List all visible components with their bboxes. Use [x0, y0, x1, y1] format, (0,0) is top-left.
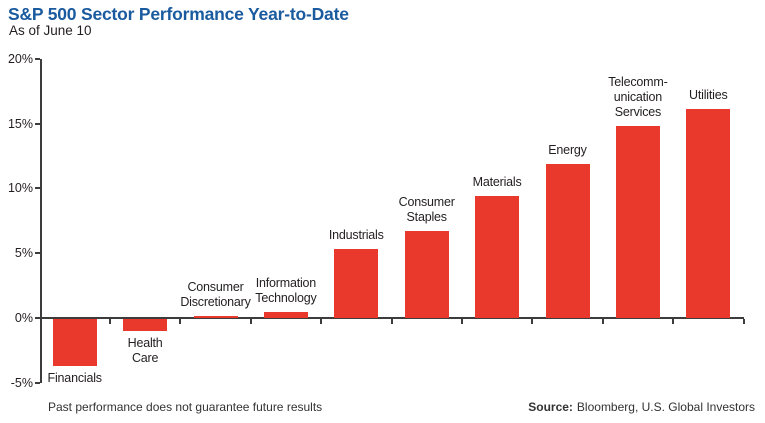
bar-energy — [545, 163, 590, 318]
bar-label-consumer-discretionary: Consumer Discretionary — [180, 280, 251, 310]
bar-utilities — [686, 109, 731, 318]
y-tick-label: 10% — [7, 181, 33, 196]
x-axis-tick — [601, 319, 604, 324]
bar-label-telecommunication-services: Telecomm-unication Services — [608, 75, 668, 120]
y-axis-tick — [34, 252, 40, 255]
bar-information-technology — [263, 311, 308, 318]
y-axis-tick — [34, 57, 40, 60]
bar-label-information-technology: Information Technology — [255, 275, 317, 305]
bar-label-utilities: Utilities — [689, 88, 728, 103]
y-axis-tick — [34, 381, 40, 384]
x-axis-tick — [179, 319, 182, 324]
y-tick-label: 15% — [7, 116, 33, 131]
bar-label-health-care: Health Care — [127, 335, 163, 365]
bar-label-materials: Materials — [472, 175, 522, 190]
y-tick-label: 0% — [14, 311, 33, 325]
y-axis-tick — [34, 122, 40, 125]
bar-health-care — [123, 319, 168, 331]
x-axis-tick — [672, 319, 675, 324]
bar-telecommunication-services — [615, 126, 660, 318]
x-axis-tick — [390, 319, 393, 324]
x-axis-tick — [742, 319, 745, 324]
source-label: Source: — [528, 400, 573, 414]
bar-materials — [475, 196, 520, 318]
x-axis-tick — [320, 319, 323, 324]
x-axis-line — [39, 317, 744, 319]
bar-industrials — [334, 249, 379, 318]
y-tick-label: -5% — [10, 375, 33, 390]
bar-label-energy: Energy — [548, 142, 587, 157]
y-axis-line — [39, 59, 42, 383]
y-tick-label: 5% — [14, 246, 33, 261]
bar-label-consumer-staples: Consumer Staples — [398, 195, 455, 225]
bar-financials — [52, 319, 97, 366]
y-axis-tick — [34, 187, 40, 190]
chart-subtitle: As of June 10 — [9, 23, 92, 38]
x-axis-tick — [531, 319, 534, 324]
bar-label-financials: Financials — [47, 370, 102, 385]
bar-label-industrials: Industrials — [328, 228, 384, 243]
disclaimer-text: Past performance does not guarantee futu… — [48, 400, 323, 414]
y-axis-tick — [34, 317, 40, 319]
y-tick-label: 20% — [7, 51, 33, 66]
source-line: Source: Bloomberg, U.S. Global Investors — [528, 400, 755, 414]
x-axis-tick — [249, 319, 252, 324]
x-axis-tick — [108, 319, 111, 324]
chart-title: S&P 500 Sector Performance Year-to-Date — [8, 4, 349, 24]
x-axis-tick — [460, 319, 463, 324]
bar-consumer-discretionary — [193, 316, 238, 318]
bar-consumer-staples — [404, 231, 449, 318]
source-text: Bloomberg, U.S. Global Investors — [576, 400, 755, 414]
